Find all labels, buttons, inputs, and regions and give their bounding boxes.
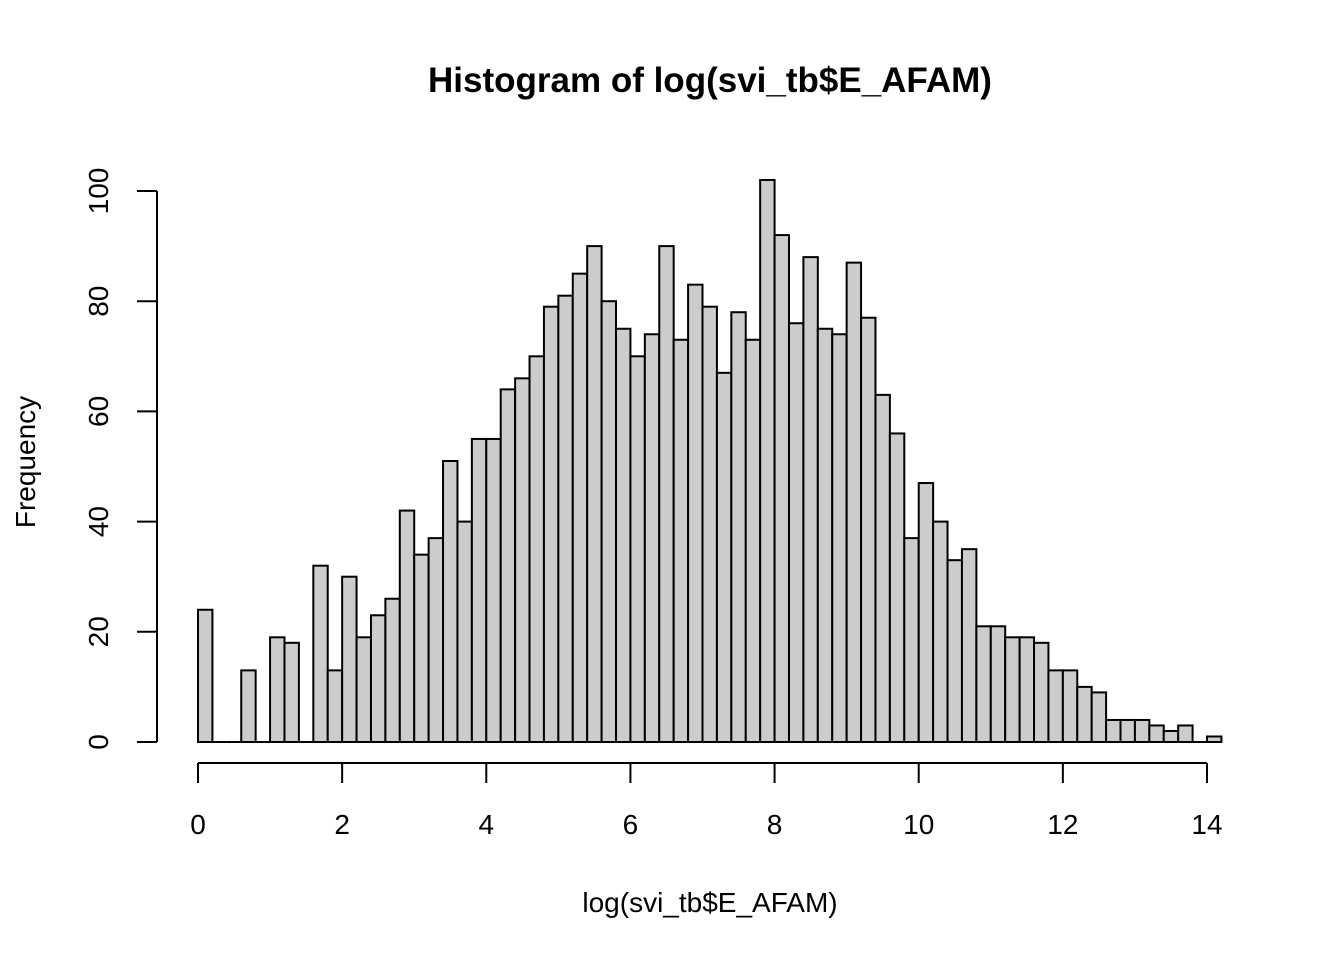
y-tick-label: 0 [83,734,114,750]
histogram-bar [427,537,445,743]
bars-group [197,178,1223,744]
y-axis-label: Frequency [10,396,41,528]
histogram-bar [730,311,747,743]
x-tick-label: 14 [1191,809,1222,840]
y-tick-label: 20 [83,616,114,647]
histogram-bar [845,261,863,743]
histogram-bar [874,393,891,743]
histogram-bar [917,482,935,743]
histogram-bar [816,327,834,743]
histogram-bar [456,520,473,743]
y-tick-label: 40 [83,506,114,537]
histogram-bar [1133,718,1151,744]
histogram-bar [1206,735,1223,743]
histogram-bar [946,559,963,743]
x-tick-label: 0 [190,809,206,840]
histogram-bar [1076,685,1093,744]
x-tick-label: 2 [334,809,350,840]
histogram-bar [355,636,372,743]
histogram-bar [413,553,430,743]
x-tick-label: 8 [767,809,783,840]
histogram-bar [600,300,618,743]
y-tick-label: 60 [83,396,114,427]
histogram-bar [470,437,488,743]
histogram-bar [485,437,502,743]
histogram-bar [687,283,704,743]
x-tick-label: 6 [623,809,639,840]
histogram-bar [1033,641,1050,744]
histogram-bar [384,597,401,743]
histogram-bar [1162,729,1180,743]
histogram-bar [860,316,877,743]
histogram-bar [643,333,661,743]
histogram-bar [1004,636,1021,743]
histogram-bar [802,256,819,743]
histogram-bar [989,625,1007,743]
histogram-bar [975,625,992,743]
histogram-bar [326,669,344,743]
chart-title: Histogram of log(svi_tb$E_AFAM) [428,61,992,100]
histogram-bar [1047,669,1064,743]
histogram-bar [283,641,300,744]
histogram-bar [442,459,459,743]
histogram-bar [557,294,574,743]
histogram-bar [542,305,560,743]
histogram-bar [1061,669,1079,743]
histogram-bar [1177,724,1194,743]
x-axis-label: log(svi_tb$E_AFAM) [582,887,837,918]
histogram-bar [759,178,776,744]
y-tick-label: 100 [83,168,114,215]
histogram-bar [672,338,690,743]
histogram-bar [615,327,632,743]
histogram-bar [369,614,387,744]
histogram-bar [701,305,718,743]
y-tick-label: 80 [83,286,114,317]
histogram-bar [658,245,675,743]
histogram-bar [528,355,545,743]
histogram-bar [1105,718,1122,744]
histogram-bar [1090,691,1108,743]
histogram-bar [514,377,531,743]
histogram-bar [903,537,920,743]
x-tick-label: 12 [1047,809,1078,840]
histogram-bar [269,636,286,743]
histogram-bar [398,509,416,743]
x-tick-label: 10 [903,809,934,840]
y-axis: 0 20 40 60 80 100 [83,168,158,750]
histogram-bar [571,272,589,743]
histogram-bar [586,245,603,743]
histogram-bar [240,669,257,743]
histogram-bar [1119,718,1136,744]
histogram-bar [341,575,358,744]
x-tick-label: 4 [478,809,494,840]
histogram-bar [715,371,733,743]
histogram-bar [932,520,949,743]
histogram-bar [1018,636,1036,743]
histogram-bar [888,432,906,743]
histogram-bar [312,564,329,743]
histogram-bar [831,333,848,743]
histogram-bar [499,388,517,743]
histogram-bar [773,234,790,744]
histogram-bar [787,322,805,743]
x-axis: 0 2 4 6 8 10 12 14 [190,762,1223,840]
histogram-bar [744,338,762,743]
histogram-bar [197,608,214,744]
histogram-bar [1148,724,1165,743]
histogram-bar [960,548,978,744]
histogram-bar [629,355,646,743]
